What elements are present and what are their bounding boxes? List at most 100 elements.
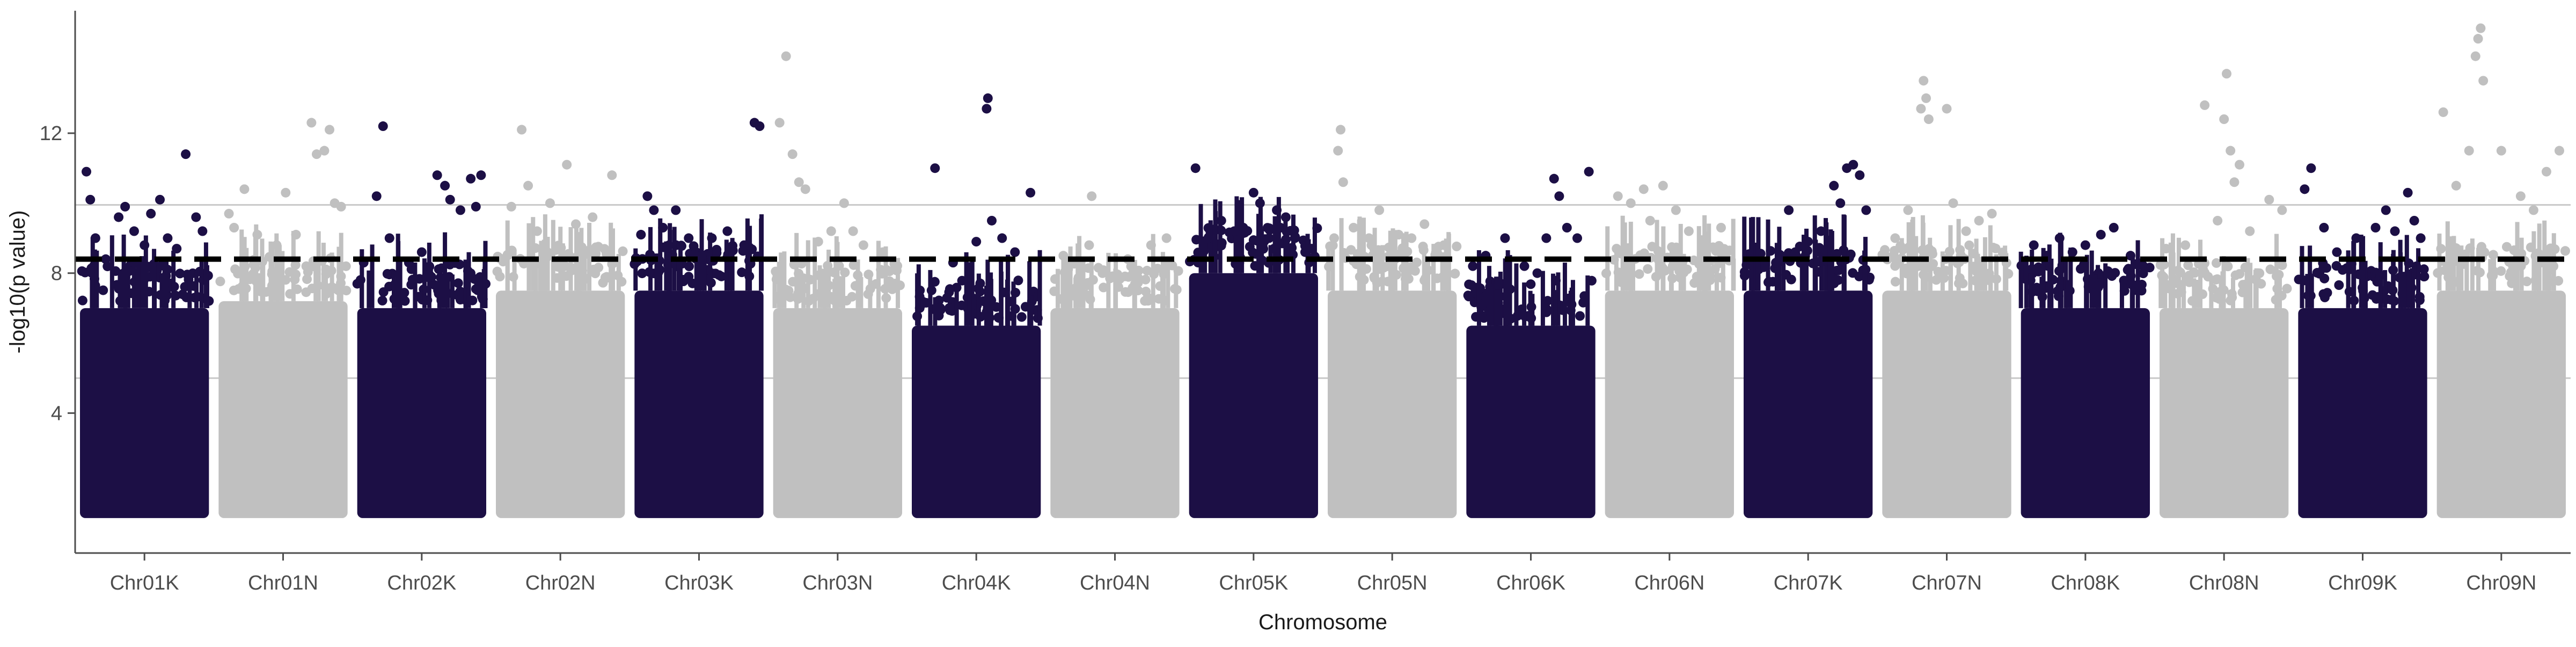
data-point-column <box>1440 252 1445 291</box>
data-point-column <box>1444 238 1448 291</box>
peak-point <box>2403 187 2413 198</box>
data-point-column <box>666 259 671 291</box>
data-point-column <box>171 250 176 308</box>
x-tick-label: Chr08K <box>2051 572 2120 594</box>
peak-point <box>1264 233 1274 243</box>
peak-point <box>755 121 765 132</box>
points-body-chr02k <box>357 308 486 518</box>
data-point-column <box>916 264 921 326</box>
peak-point <box>291 230 301 240</box>
x-tick-label: Chr04K <box>942 572 1011 594</box>
peak-point <box>319 146 330 156</box>
data-point-column <box>970 257 975 326</box>
data-point <box>684 261 694 272</box>
peak-point <box>445 194 455 205</box>
data-point-column <box>391 271 396 308</box>
data-point-column <box>928 270 933 326</box>
peak-point <box>336 201 346 212</box>
y-tick-label: 12 <box>40 122 62 145</box>
data-point-column <box>1198 203 1203 273</box>
data-point-column <box>1073 278 1078 308</box>
x-tick-label: Chr01N <box>248 572 318 594</box>
data-point-column <box>438 273 443 308</box>
data-point-column <box>654 253 659 291</box>
data-point-column <box>360 249 364 308</box>
data-point-column <box>1113 268 1118 308</box>
peak-point <box>826 226 836 236</box>
data-point-column <box>2410 278 2415 308</box>
data-point-column <box>1061 254 1066 308</box>
data-point <box>785 292 795 302</box>
data-point-column <box>1256 214 1261 273</box>
data-point-column <box>859 277 863 308</box>
data-point-column <box>1982 237 1987 291</box>
data-point-column <box>759 261 764 291</box>
data-point <box>103 261 113 272</box>
peak-point <box>2054 233 2065 243</box>
peak-point <box>455 205 465 215</box>
peak-point <box>2226 146 2236 156</box>
data-point <box>2183 260 2193 271</box>
data-point-column <box>543 214 547 291</box>
peak-point <box>1890 233 1900 243</box>
data-point-column <box>1056 268 1060 308</box>
data-point <box>2211 258 2221 268</box>
peak-point <box>1562 223 1572 232</box>
peak-point <box>781 51 791 61</box>
peak-point <box>85 194 96 205</box>
data-point-column <box>1291 214 1296 273</box>
data-point-column <box>2168 242 2173 308</box>
data-point-column <box>2464 260 2469 291</box>
peak-point <box>607 170 617 180</box>
series-chr01k <box>77 149 214 518</box>
peak-point <box>1084 240 1094 250</box>
series-chr08k <box>2016 223 2155 518</box>
peak-point <box>1696 247 1707 257</box>
data-point-column <box>1503 260 1508 326</box>
peak-point <box>2200 100 2210 110</box>
data-point-column <box>1842 215 1847 291</box>
data-point <box>2496 266 2506 276</box>
peak-point <box>739 240 749 250</box>
peak-point <box>982 104 992 114</box>
data-point-column <box>2351 241 2356 308</box>
x-tick-label: Chr04N <box>1080 572 1150 594</box>
data-point-column <box>1906 222 1911 291</box>
peak-point <box>2390 226 2400 236</box>
data-point-column <box>1236 232 1241 273</box>
peak-point <box>1338 177 1348 187</box>
data-point-column <box>152 280 157 308</box>
data-point-column <box>855 259 860 308</box>
peak-point <box>588 212 598 222</box>
data-point-column <box>1233 231 1238 273</box>
peak-point <box>2229 177 2240 187</box>
data-point-column <box>2065 280 2070 308</box>
peak-point <box>1916 104 1926 114</box>
data-point <box>618 246 628 256</box>
peak-point <box>2277 205 2287 215</box>
points-body-chr03n <box>773 308 902 518</box>
data-point-column <box>2391 250 2396 308</box>
data-point-column <box>2305 274 2310 308</box>
data-point <box>2419 264 2429 274</box>
data-point-column <box>1827 259 1832 291</box>
x-tick-label: Chr09N <box>2466 572 2536 594</box>
points-body-chr01k <box>80 308 209 518</box>
data-point-column <box>131 263 136 308</box>
peak-point <box>1306 244 1316 254</box>
data-point <box>2107 271 2117 281</box>
data-point-column <box>2059 240 2063 308</box>
peak-point <box>2515 191 2526 201</box>
data-point-column <box>253 232 258 301</box>
data-point-column <box>2068 248 2073 308</box>
data-point <box>991 302 1001 312</box>
peak-point <box>2306 163 2316 173</box>
data-point <box>935 303 945 313</box>
peak-point <box>2029 240 2039 250</box>
peak-point <box>1948 198 1958 208</box>
series-chr01n <box>215 118 352 518</box>
data-point-column <box>2221 256 2226 308</box>
peak-point <box>2264 194 2274 205</box>
data-point-column <box>2363 268 2368 308</box>
peak-point <box>155 194 165 205</box>
